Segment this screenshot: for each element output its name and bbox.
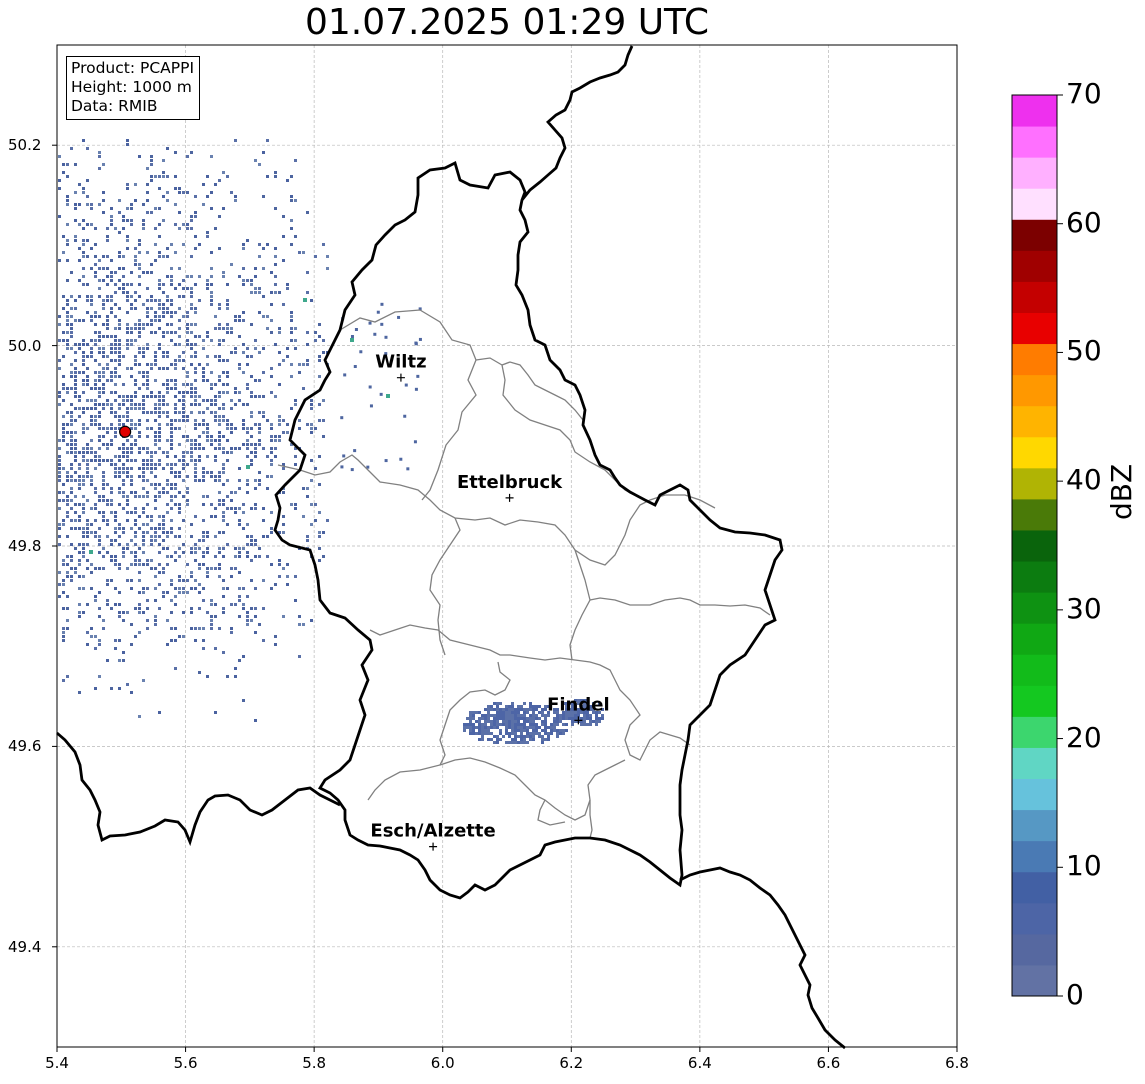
germany-border — [679, 866, 846, 1050]
y-tick-label: 49.8 — [8, 537, 42, 555]
colorbar-segment — [1012, 219, 1057, 251]
y-tick-label: 49.4 — [8, 937, 42, 956]
colorbar-tick-label: 20 — [1066, 720, 1102, 754]
canton-border — [589, 800, 593, 839]
colorbar-label: dBZ — [1105, 463, 1138, 520]
colorbar-segment — [1012, 592, 1057, 624]
canton-border — [367, 661, 511, 801]
x-tick-label: 5.8 — [302, 1054, 327, 1072]
canton-border — [501, 361, 584, 421]
canton-border — [277, 454, 716, 566]
city-marker — [396, 373, 405, 382]
y-tick-label: 50.2 — [8, 136, 42, 155]
y-tick-label: 50.0 — [8, 336, 42, 355]
colorbar-segment — [1012, 623, 1057, 655]
colorbar-segment — [1012, 809, 1057, 842]
y-tick-label: 49.6 — [8, 737, 42, 756]
colorbar-segment — [1012, 405, 1057, 438]
city-label: Findel — [547, 694, 610, 715]
canton-border — [475, 357, 641, 499]
colorbar-segment — [1012, 374, 1057, 407]
colorbar-segment — [1012, 281, 1057, 313]
colorbar-tick-label: 40 — [1066, 463, 1102, 497]
colorbar-segment — [1012, 778, 1057, 811]
colorbar-segment — [1012, 685, 1057, 717]
colorbar-tick-label: 70 — [1066, 77, 1102, 110]
colorbar-segment — [1012, 964, 1057, 997]
colorbar-segment — [1012, 529, 1057, 562]
map-title: 01.07.2025 01:29 UTC — [304, 2, 710, 43]
colorbar-segment — [1012, 902, 1057, 935]
data-source-label: Data: RMIB — [71, 97, 158, 115]
product-label: Product: PCAPPI — [71, 59, 195, 77]
colorbar-segment — [1012, 840, 1057, 873]
x-tick-label: 6.6 — [816, 1054, 841, 1072]
city-label: Esch/Alzette — [370, 821, 495, 842]
canton-border — [429, 517, 461, 656]
colorbar-segment — [1012, 250, 1057, 282]
colorbar-segment — [1012, 343, 1057, 376]
canton-borders — [277, 309, 771, 839]
city-marker — [574, 716, 583, 725]
colorbar-segment — [1012, 312, 1057, 345]
product-info-box: Product: PCAPPI Height: 1000 m Data: RMI… — [66, 56, 201, 120]
height-label: Height: 1000 m — [71, 78, 192, 96]
gridlines — [56, 45, 958, 1047]
france-border — [56, 731, 341, 847]
canton-border — [439, 757, 626, 821]
canton-border — [339, 309, 477, 501]
colorbar-segment — [1012, 436, 1057, 469]
colorbar-segment — [1012, 467, 1057, 500]
x-tick-label: 6.8 — [945, 1054, 969, 1072]
luxembourg-border — [273, 45, 784, 900]
colorbar-tick-label: 50 — [1066, 334, 1102, 368]
x-tick-label: 5.6 — [173, 1054, 198, 1072]
colorbar-segment — [1012, 157, 1057, 189]
colorbar-segment — [1012, 561, 1057, 593]
colorbar-tick-label: 10 — [1066, 849, 1102, 883]
x-axis — [56, 1047, 958, 1052]
colorbar-tick-label: 0 — [1066, 978, 1084, 1011]
colorbar-tick-label: 30 — [1066, 591, 1102, 625]
city-marker — [505, 493, 514, 502]
colorbar-segment — [1012, 95, 1057, 127]
country-borders — [56, 45, 846, 1050]
radar-site-marker — [119, 425, 132, 438]
colorbar-segment — [1012, 747, 1057, 780]
city-label: Wiltz — [375, 352, 426, 373]
x-tick-label: 5.4 — [45, 1054, 69, 1072]
y-axis — [52, 144, 57, 948]
colorbar-segment — [1012, 716, 1057, 748]
x-tick-label: 6.4 — [687, 1054, 712, 1072]
colorbar-frame — [1011, 94, 1058, 997]
colorbar-segment — [1012, 498, 1057, 531]
x-tick-label: 6.2 — [559, 1054, 584, 1072]
colorbar — [1011, 94, 1063, 997]
canton-border — [569, 549, 591, 661]
colorbar-segment — [1012, 188, 1057, 220]
colorbar-tick-label: 60 — [1066, 205, 1102, 239]
radar-echoes — [58, 139, 604, 744]
x-tick-label: 6.0 — [430, 1054, 455, 1072]
canton-border — [589, 597, 771, 616]
colorbar-segment — [1012, 933, 1057, 966]
colorbar-segment — [1012, 871, 1057, 904]
city-markers: Wiltz Ettelbruck Findel Esch/Alzette — [370, 352, 610, 851]
colorbar-segment — [1012, 654, 1057, 686]
city-label: Ettelbruck — [457, 472, 563, 493]
city-marker — [429, 842, 438, 851]
canton-border — [369, 624, 691, 761]
canton-border — [537, 799, 566, 826]
colorbar-segment — [1012, 126, 1057, 158]
